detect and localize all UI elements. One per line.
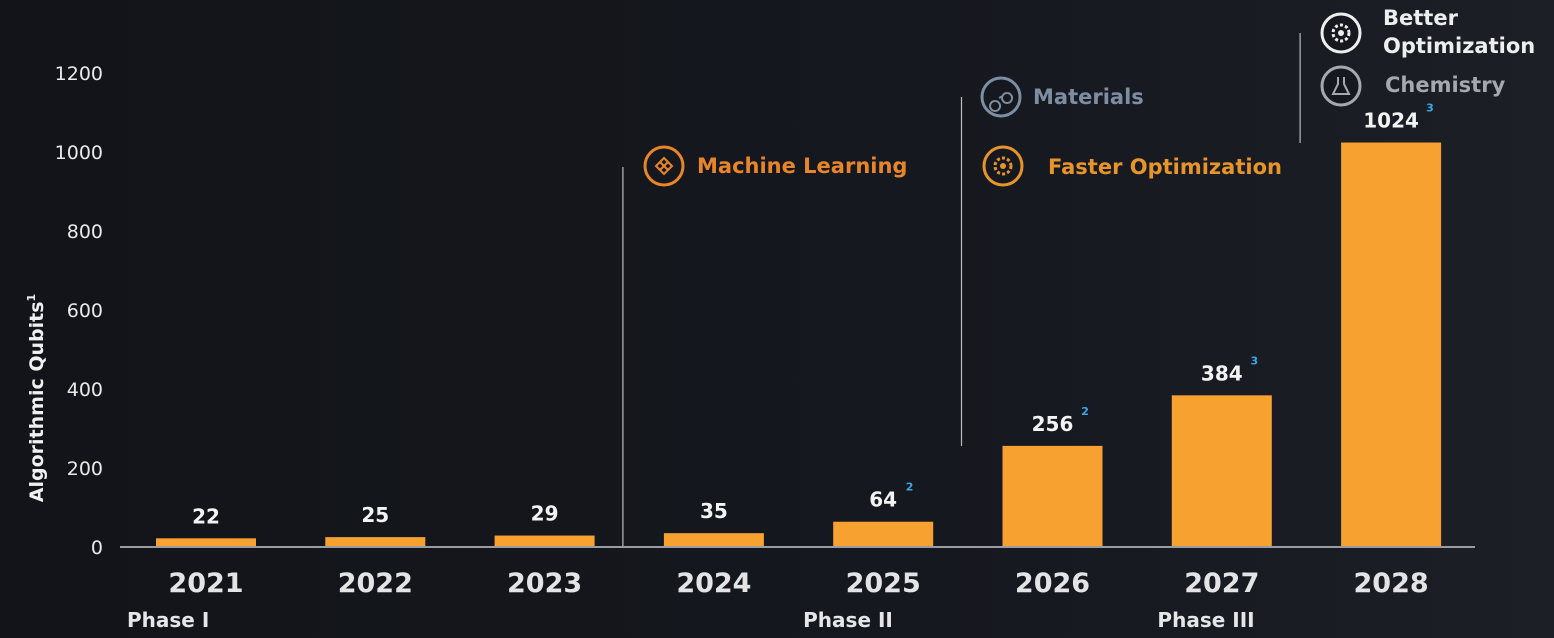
bar-value-label: 1024 <box>1363 109 1419 133</box>
y-axis-label-sup: 1 <box>25 294 38 302</box>
y-tick-label: 0 <box>91 537 103 559</box>
bar-value-superscript: 2 <box>906 481 914 494</box>
x-tick-label: 2022 <box>338 568 413 599</box>
flask-icon-ring <box>1320 65 1362 107</box>
phase-label: Phase III <box>1157 608 1254 632</box>
gear-star-icon-hub <box>1338 30 1344 36</box>
x-tick-label: 2027 <box>1184 568 1259 599</box>
x-tick-label: 2023 <box>507 568 582 599</box>
bar-2024 <box>663 533 764 547</box>
bar-2026 <box>1002 445 1103 547</box>
bar-value-label: 22 <box>192 504 220 528</box>
bar-2025 <box>833 521 934 547</box>
molecule-icon <box>989 92 1014 112</box>
annotation-label: Optimization <box>1383 34 1535 58</box>
bar-2023 <box>494 535 595 547</box>
gear-clock-icon <box>993 156 1013 176</box>
x-tick-label: 2026 <box>1015 568 1090 599</box>
y-tick-label: 1200 <box>55 63 103 85</box>
bar-2021 <box>156 538 256 547</box>
bar-value-superscript: 3 <box>1426 102 1434 115</box>
bar-value-label: 64 <box>869 488 897 512</box>
x-tick-label: 2028 <box>1354 568 1429 599</box>
y-tick-label: 400 <box>67 379 103 401</box>
bar-2022 <box>325 537 426 547</box>
phase-label: Phase II <box>803 608 893 632</box>
annotation-label: Machine Learning <box>697 154 907 178</box>
y-axis-label: Algorithmic Qubits1 <box>25 294 48 502</box>
annotation-label: Materials <box>1033 85 1144 109</box>
y-tick-label: 200 <box>67 458 103 480</box>
bar-value-superscript: 3 <box>1251 354 1259 367</box>
y-tick-label: 800 <box>67 221 103 243</box>
gear-clock-icon-hub <box>1000 163 1006 169</box>
network-icon <box>654 156 674 176</box>
bar-value-label: 384 <box>1201 361 1243 385</box>
annotation-label: Chemistry <box>1385 73 1506 97</box>
bar-value-superscript: 2 <box>1081 405 1089 418</box>
bar-2027 <box>1171 395 1272 547</box>
bar-value-label: 256 <box>1032 412 1074 436</box>
x-tick-label: 2024 <box>676 568 751 599</box>
gear-star-icon <box>1331 23 1351 43</box>
bar-value-label: 35 <box>700 499 728 523</box>
y-tick-label: 600 <box>67 300 103 322</box>
annotation-label: Better <box>1383 6 1459 30</box>
bar-2028 <box>1341 142 1442 547</box>
flask-icon <box>1331 77 1351 95</box>
y-tick-label: 1000 <box>55 142 103 164</box>
phase-label: Phase I <box>127 608 209 632</box>
x-tick-label: 2025 <box>846 568 921 599</box>
bar-value-label: 29 <box>531 502 559 526</box>
x-tick-label: 2021 <box>168 568 243 599</box>
bar-value-label: 25 <box>361 503 389 527</box>
annotation-label: Faster Optimization <box>1048 155 1282 179</box>
